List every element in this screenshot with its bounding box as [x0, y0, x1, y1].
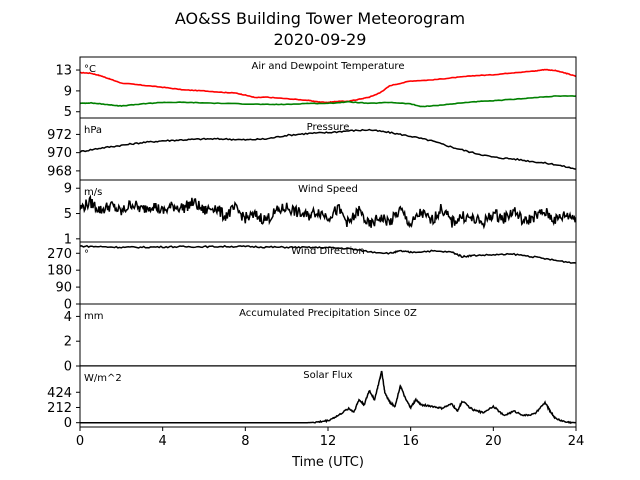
- x-tick-label: 24: [568, 434, 585, 449]
- y-tick-label-solar: 212: [47, 401, 72, 416]
- figure-title: AO&SS Building Tower Meteorogram: [175, 9, 465, 28]
- series-line-temp-0: [80, 68, 576, 104]
- x-axis-label: Time (UTC): [291, 455, 364, 470]
- y-tick-label-wind-direction: 270: [47, 247, 72, 262]
- x-tick-label: 4: [159, 434, 167, 449]
- series-line-wind-direction-0: [80, 244, 576, 264]
- y-tick-label-precip: 2: [64, 335, 72, 350]
- x-tick-label: 8: [241, 434, 249, 449]
- panels-group: Air and Dewpoint Temperature °C 5 9 13 Pressu…: [47, 56, 577, 431]
- panel-unit-wind-direction: °: [84, 249, 89, 260]
- panel-pressure: Pressure hPa 968 970 972: [47, 117, 577, 181]
- panel-temp: Air and Dewpoint Temperature °C 5 9 13: [55, 56, 577, 120]
- series-line-solar-0: [80, 370, 576, 425]
- y-tick-label-wind-direction: 90: [55, 281, 72, 296]
- y-tick-label-precip: 0: [64, 360, 72, 375]
- x-axis: 0 4 8 12 16 20 24: [76, 427, 584, 449]
- panel-wind-direction: Wind Direction ° 0 90 180 270: [47, 241, 577, 313]
- y-tick-label-wind-speed: 9: [64, 182, 72, 197]
- panel-title-pressure: Pressure: [307, 122, 350, 133]
- y-tick-label-solar: 424: [47, 386, 72, 401]
- y-tick-label-precip: 4: [64, 310, 72, 325]
- panel-precip: Accumulated Precipitation Since 0Z mm 0 2 4: [64, 303, 577, 375]
- y-tick-label-wind-direction: 180: [47, 264, 72, 279]
- y-tick-label-temp: 5: [64, 105, 72, 120]
- panel-title-solar: Solar Flux: [303, 370, 353, 381]
- panel-unit-pressure: hPa: [84, 125, 102, 136]
- y-tick-label-solar: 0: [64, 416, 72, 431]
- x-tick-label: 20: [485, 434, 502, 449]
- panel-unit-precip: mm: [84, 311, 103, 322]
- y-tick-label-temp: 13: [55, 64, 72, 79]
- y-tick-label-wind-speed: 1: [64, 232, 72, 247]
- panel-unit-temp: °C: [84, 64, 96, 75]
- panel-wind-speed: Wind Speed m/s 1 5 9: [64, 179, 577, 247]
- panel-title-temp: Air and Dewpoint Temperature: [252, 61, 405, 72]
- y-tick-label-wind-speed: 5: [64, 207, 72, 222]
- series-line-temp-1: [80, 95, 576, 108]
- y-tick-label-wind-direction: 0: [64, 298, 72, 313]
- y-tick-label-pressure: 968: [47, 164, 72, 179]
- y-tick-label-pressure: 972: [47, 128, 72, 143]
- figure-date: 2020-09-29: [274, 30, 367, 49]
- series-line-pressure-0: [80, 128, 576, 170]
- panel-unit-solar: W/m^2: [84, 373, 122, 384]
- panel-unit-wind-speed: m/s: [84, 187, 102, 198]
- y-tick-label-pressure: 970: [47, 146, 72, 161]
- panel-title-precip: Accumulated Precipitation Since 0Z: [239, 308, 417, 319]
- x-tick-label: 12: [320, 434, 337, 449]
- series-line-wind-speed-0: [80, 194, 576, 230]
- y-tick-label-temp: 9: [64, 84, 72, 99]
- panel-title-wind-direction: Wind Direction: [291, 246, 365, 257]
- panel-title-wind-speed: Wind Speed: [298, 184, 358, 195]
- x-tick-label: 16: [402, 434, 419, 449]
- x-tick-label: 0: [76, 434, 84, 449]
